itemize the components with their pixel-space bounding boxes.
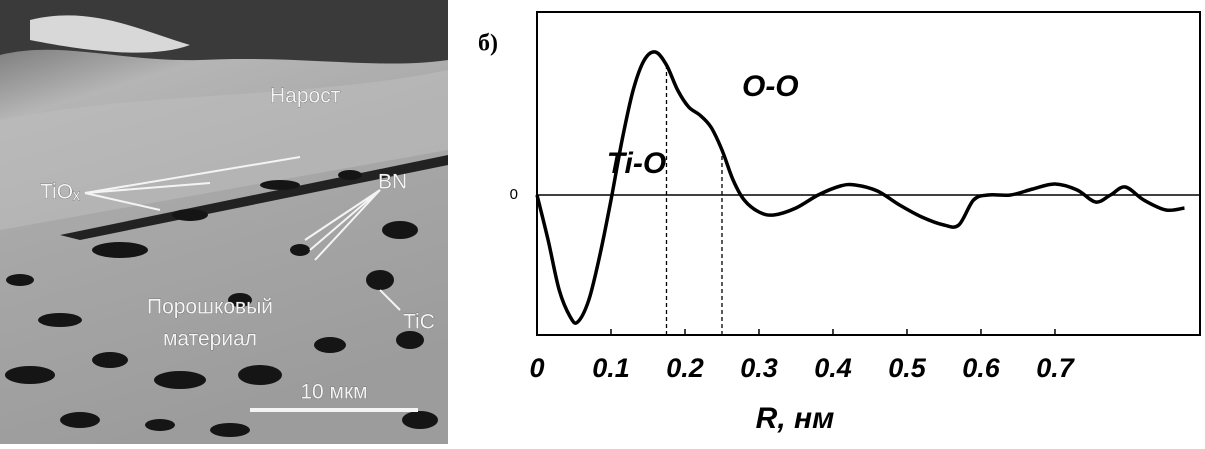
label-tic: TiC [403,311,435,334]
label-tiox: TiOₓ [40,181,80,204]
x-tick-label: 0.6 [962,353,1001,383]
y-tick-label: 0 [510,186,518,203]
label-powder: Порошковый [147,296,273,319]
scale-bar-label: 10 мкм [300,381,367,404]
marker-label: O-O [742,70,799,103]
label-overgrowth: Нарост [270,85,341,108]
label-bn: BN [378,171,407,194]
x-tick-label: 0.1 [592,353,630,383]
label-powder: материал [163,328,257,351]
x-tick-label: 0.5 [888,353,927,383]
x-tick-label: 0.2 [666,353,704,383]
curve [535,50,1185,325]
x-tick-label: 0.4 [814,353,852,383]
x-tick-label: 0.3 [740,353,778,383]
x-axis-label: R, нм [756,402,835,435]
marker-label: Ti-O [607,147,666,180]
x-tick-label: 0.7 [1036,353,1076,383]
x-tick-label: 0 [529,353,544,383]
micrograph: Нарост TiOₓ BN Порошковый материал TiC 1… [0,0,448,444]
panel-label: б) [478,31,498,57]
plot-frame [536,11,1201,336]
